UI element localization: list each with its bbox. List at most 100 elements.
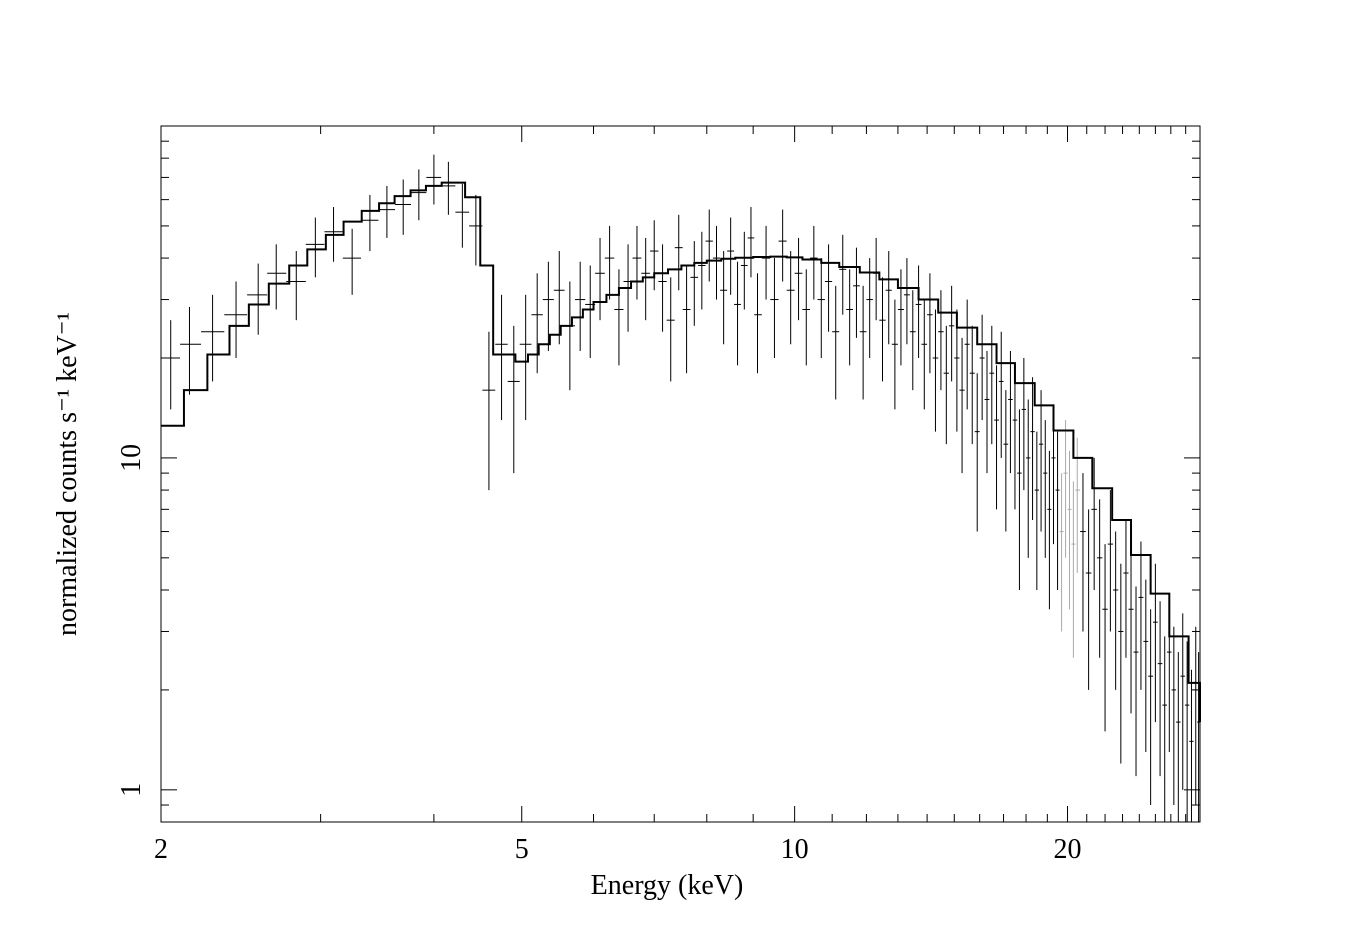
data-point xyxy=(921,299,928,410)
data-point xyxy=(531,273,543,374)
data-point xyxy=(553,251,565,345)
data-point xyxy=(1171,626,1177,806)
data-point xyxy=(1021,358,1027,491)
data-point xyxy=(1012,365,1018,510)
data-point xyxy=(682,265,691,374)
data-point xyxy=(1030,377,1035,521)
data-point xyxy=(1085,509,1092,690)
data-point xyxy=(224,281,248,358)
y-tick-label: 1 xyxy=(116,783,147,797)
data-point xyxy=(989,325,995,445)
data-point xyxy=(740,231,748,310)
data-point xyxy=(1118,563,1124,764)
data-point xyxy=(817,258,825,358)
data-point xyxy=(859,285,867,400)
data-point xyxy=(519,294,532,421)
data-point xyxy=(1071,481,1076,658)
data-point xyxy=(915,265,922,358)
data-point xyxy=(866,258,873,358)
data-point xyxy=(1059,473,1064,632)
data-point xyxy=(720,251,728,345)
data-point xyxy=(984,350,990,474)
data-point xyxy=(794,237,803,321)
minor-ticks xyxy=(161,125,1201,823)
data-point xyxy=(674,214,683,291)
data-point xyxy=(1107,490,1114,632)
data-point xyxy=(994,365,999,510)
data-point xyxy=(909,290,916,391)
data-point xyxy=(1043,420,1048,558)
data-point xyxy=(542,261,554,351)
data-point xyxy=(286,251,306,321)
y-axis-title: normalized counts s⁻¹ keV⁻¹ xyxy=(52,312,83,636)
data-point xyxy=(1067,450,1072,610)
data-point xyxy=(342,228,362,295)
data-point xyxy=(441,161,456,215)
data-point xyxy=(954,309,960,432)
x-tick-label: 20 xyxy=(1054,834,1082,865)
data-point xyxy=(1017,409,1022,590)
data-point xyxy=(666,277,675,382)
data-point xyxy=(1055,431,1060,590)
data-point xyxy=(180,306,202,395)
data-point xyxy=(1123,520,1129,658)
data-point xyxy=(1113,531,1119,690)
data-point xyxy=(778,209,787,282)
data-point xyxy=(786,251,795,345)
data-point xyxy=(614,269,624,366)
data-point xyxy=(641,237,650,321)
data-point xyxy=(201,294,225,382)
model-step-line xyxy=(161,181,1201,723)
data-point xyxy=(891,299,898,410)
data-point xyxy=(903,258,910,345)
data-point xyxy=(927,273,933,374)
data-point xyxy=(839,234,847,315)
data-point xyxy=(690,241,699,326)
data-point xyxy=(897,269,904,366)
data-point xyxy=(770,258,779,358)
data-point xyxy=(969,325,975,445)
data-point xyxy=(1128,549,1134,714)
data-point xyxy=(712,225,721,300)
data-point xyxy=(632,225,642,300)
tick-labels: 2 5 10 20 1 10 xyxy=(116,444,1082,865)
data-point xyxy=(1008,350,1013,474)
data-point xyxy=(378,185,396,238)
data-point xyxy=(705,209,713,282)
data-point xyxy=(1157,601,1163,777)
data-point xyxy=(1184,641,1190,822)
data-point xyxy=(832,285,840,400)
data-point xyxy=(1038,390,1044,532)
data-point xyxy=(1197,652,1200,822)
x-tick-label: 10 xyxy=(781,834,809,865)
data-point xyxy=(575,261,586,351)
data-point xyxy=(507,325,520,474)
data-point xyxy=(595,237,605,321)
plot-frame xyxy=(160,125,1201,823)
data-point xyxy=(247,263,268,335)
data-point xyxy=(1180,613,1185,790)
data-point xyxy=(164,320,181,410)
data-point xyxy=(482,331,496,491)
data-point xyxy=(802,269,811,366)
data-point xyxy=(649,220,659,291)
data-point xyxy=(426,154,442,205)
data-point xyxy=(1138,541,1144,690)
data-point xyxy=(1003,390,1009,532)
plot-frame-group xyxy=(160,125,1201,823)
data-point xyxy=(1096,499,1103,658)
data-point xyxy=(604,225,615,300)
major-ticks xyxy=(160,126,1200,822)
data-point xyxy=(1133,586,1139,777)
data-point xyxy=(1063,420,1068,558)
data-point xyxy=(1102,544,1108,732)
x-tick-label: 5 xyxy=(515,834,529,865)
data-point xyxy=(747,207,755,278)
data-point xyxy=(585,265,596,358)
data-point xyxy=(395,179,412,235)
data-point xyxy=(885,251,892,345)
data-point xyxy=(361,194,379,252)
data-point xyxy=(846,269,854,366)
data-point xyxy=(754,273,762,374)
data-point xyxy=(1080,473,1086,632)
